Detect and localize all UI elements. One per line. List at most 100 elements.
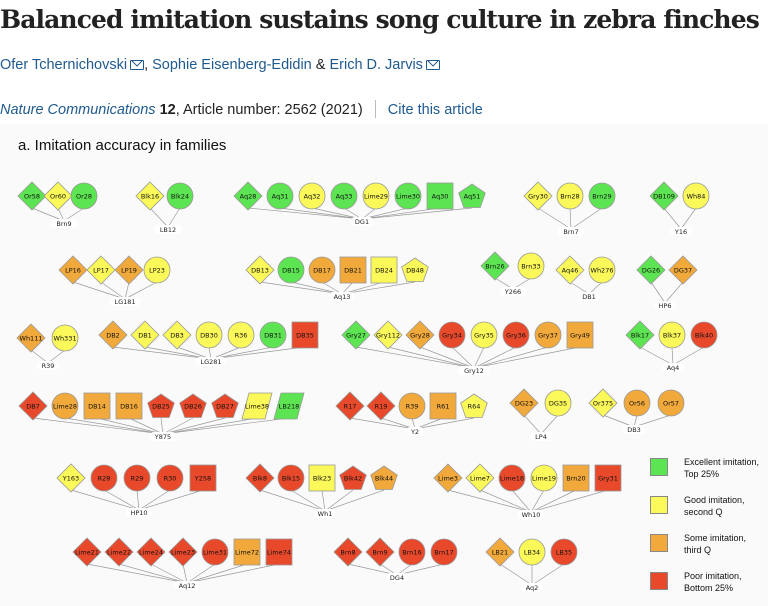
bird-node bbox=[147, 393, 175, 418]
bird-node bbox=[211, 393, 239, 418]
bird-node bbox=[265, 538, 293, 566]
bird-label: Or57 bbox=[663, 400, 679, 408]
article-title: Balanced imitation sustains song culture… bbox=[0, 5, 760, 34]
bird-node bbox=[430, 538, 458, 566]
tutor-label-bg bbox=[328, 292, 356, 301]
tutor-label: Wh1 bbox=[318, 510, 333, 518]
journal-name: Nature Communications bbox=[0, 102, 156, 118]
bird-label: Blk23 bbox=[313, 475, 331, 483]
bird-node bbox=[398, 538, 426, 566]
cite-article-link[interactable]: Cite this article bbox=[387, 102, 483, 118]
tutor-label-bg bbox=[125, 508, 153, 517]
bird-label: Lime7 bbox=[470, 475, 490, 483]
bird-node bbox=[277, 464, 305, 492]
bird-node bbox=[43, 181, 73, 211]
family-link bbox=[182, 563, 188, 584]
family-group: Lime21 Lime22 Lime24 Lime23 Lime31 Lime72 Lime… bbox=[72, 537, 293, 590]
bird-label: Gry28 bbox=[410, 332, 430, 340]
bird-node bbox=[143, 256, 171, 284]
bird-label: Lime31 bbox=[203, 549, 227, 557]
bird-label: R30 bbox=[164, 475, 177, 483]
family-link bbox=[664, 281, 684, 304]
legend-label: Good imitation, bbox=[684, 495, 745, 505]
family-group: Or58 Or60 Or28 Brn9 bbox=[17, 181, 98, 228]
bird-label: LB21 bbox=[492, 549, 508, 557]
legend-swatch bbox=[650, 496, 668, 514]
bird-label: Wh111 bbox=[20, 335, 43, 343]
tutor-label-bg bbox=[50, 219, 78, 228]
bird-node bbox=[333, 537, 363, 567]
family-link bbox=[32, 417, 164, 435]
tutor-label: Y875 bbox=[154, 433, 171, 441]
tutor-label: Brn9 bbox=[56, 220, 71, 228]
family-link bbox=[324, 489, 354, 512]
bird-label: Lime18 bbox=[500, 475, 524, 483]
family-link bbox=[186, 563, 216, 584]
tutor-label: Aq2 bbox=[526, 584, 539, 592]
family-link bbox=[72, 281, 126, 300]
bird-node bbox=[460, 393, 488, 418]
family-group: DB109 Wh84 Y16 bbox=[649, 181, 710, 236]
bird-node bbox=[135, 181, 165, 211]
bird-node bbox=[168, 537, 198, 567]
mail-icon[interactable] bbox=[425, 60, 440, 70]
bird-label: Blk8 bbox=[253, 475, 267, 483]
tutor-label: LG181 bbox=[114, 298, 135, 306]
tutor-label-bg bbox=[530, 432, 552, 441]
family-link bbox=[128, 417, 164, 435]
author-link[interactable]: Erich D. Jarvis bbox=[329, 57, 423, 73]
bird-node bbox=[123, 464, 151, 492]
family-link bbox=[639, 346, 674, 366]
bird-label: Brn33 bbox=[521, 263, 540, 271]
mail-icon[interactable] bbox=[130, 60, 145, 70]
family-link bbox=[321, 489, 326, 512]
family-link bbox=[259, 281, 343, 295]
bird-node bbox=[227, 321, 255, 349]
bird-node bbox=[308, 256, 336, 284]
bird-label: Brn20 bbox=[566, 475, 585, 483]
family-link bbox=[672, 346, 705, 366]
bird-label: Gry30 bbox=[528, 193, 548, 201]
family-link bbox=[540, 414, 559, 435]
family-link bbox=[136, 489, 140, 511]
family-link bbox=[247, 207, 363, 220]
family-link bbox=[86, 563, 188, 584]
bird-label: R61 bbox=[437, 403, 450, 411]
family-group: Lime3 Lime7 Lime18 Lime19 Brn20 Gry31 Wh10 bbox=[433, 463, 622, 519]
family-group: DB7 Lime28 DB14 DB16 DB25 DB26 DB27 Lime38 LB218… bbox=[18, 391, 305, 441]
bird-node bbox=[162, 320, 192, 350]
bird-label: DB35 bbox=[296, 332, 314, 340]
bird-node bbox=[136, 537, 166, 567]
legend-sublabel: Top 25% bbox=[684, 469, 720, 479]
bird-node bbox=[330, 182, 358, 210]
bird-node bbox=[550, 538, 578, 566]
bird-node bbox=[365, 537, 395, 567]
bird-label: Wh276 bbox=[591, 267, 614, 275]
bird-node bbox=[588, 388, 618, 418]
bird-node bbox=[480, 251, 510, 281]
bird-label: Gry36 bbox=[506, 332, 526, 340]
bird-node bbox=[405, 320, 435, 350]
bird-label: DB16 bbox=[120, 403, 138, 411]
bird-node bbox=[72, 537, 102, 567]
tutor-label-bg bbox=[521, 583, 543, 592]
bird-label: Aq31 bbox=[272, 193, 289, 201]
bird-node bbox=[658, 321, 686, 349]
author-link[interactable]: Ofer Tchernichovski bbox=[0, 57, 128, 73]
tutor-label-bg bbox=[578, 292, 600, 301]
bird-label: Aq28 bbox=[240, 193, 257, 201]
bird-node bbox=[555, 255, 585, 285]
bird-node bbox=[470, 321, 498, 349]
family-link bbox=[473, 346, 485, 369]
tutor-label: LB12 bbox=[160, 226, 176, 234]
bird-label: Gry37 bbox=[538, 332, 558, 340]
tutor-label-bg bbox=[386, 573, 408, 582]
family-link bbox=[419, 346, 475, 369]
family-group: Y163 R28 R29 R30 Y258 HP10 bbox=[56, 463, 217, 517]
bird-node bbox=[594, 464, 622, 492]
family-link bbox=[531, 563, 565, 586]
bird-label: Aq30 bbox=[432, 193, 449, 201]
bird-label: Gry27 bbox=[346, 332, 366, 340]
family-link bbox=[57, 207, 65, 222]
author-link[interactable]: Sophie Eisenberg-Edidin bbox=[152, 57, 312, 73]
